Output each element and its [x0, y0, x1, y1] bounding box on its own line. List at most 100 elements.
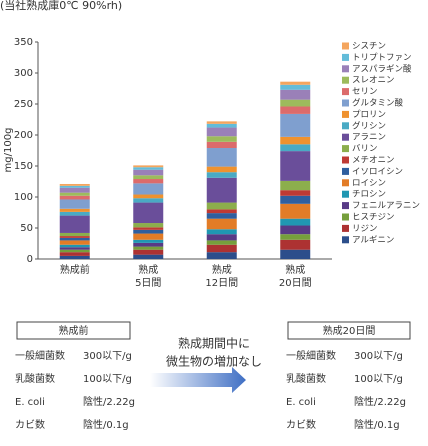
row-label: E. coli	[15, 397, 45, 408]
bar-segment	[206, 136, 237, 142]
bar-segment	[133, 249, 164, 255]
legend-label: トリプトファン	[352, 53, 412, 63]
bar-segment	[280, 106, 311, 114]
y-tick-label: 50	[20, 223, 33, 234]
legend-label: ヒスチジン	[352, 213, 395, 223]
bar-segment	[206, 123, 237, 128]
bar-segment	[280, 218, 311, 226]
bar-segment	[206, 252, 237, 259]
bar-segment	[280, 81, 311, 85]
bar-segment	[59, 192, 90, 196]
legend-swatch	[342, 145, 349, 153]
bar-segment	[59, 215, 90, 233]
bar-segment	[133, 233, 164, 240]
x-tick-label: 熟成 20日間	[279, 263, 312, 289]
legend-label: ロイシン	[352, 178, 386, 188]
bar-segment	[59, 232, 90, 237]
bar-segment	[280, 234, 311, 240]
chart-title: (当社熟成庫0℃ 90%rh)	[0, 0, 122, 12]
bar-segment	[59, 247, 90, 250]
bar-segment	[280, 99, 311, 107]
row-label: 乳酸菌数	[286, 372, 326, 385]
legend-label: アルギニン	[352, 235, 394, 245]
legend-label: チロシン	[352, 190, 386, 200]
legend-label: プロリン	[352, 110, 386, 120]
bar-segment	[280, 89, 311, 100]
y-tick-label: 300	[14, 68, 33, 79]
bar-segment	[280, 225, 311, 235]
bar-segment	[59, 236, 90, 238]
bar-segment	[59, 252, 90, 256]
table-title: 熟成20日間	[323, 324, 376, 337]
bar-segment	[206, 166, 237, 173]
bar-segment	[133, 179, 164, 184]
legend-swatch	[342, 110, 349, 118]
note-text: 微生物の増加なし	[166, 355, 262, 369]
legend-label: フェニルアラニン	[352, 201, 420, 211]
y-tick-label: 200	[14, 130, 33, 141]
legend-swatch	[342, 65, 349, 73]
bar-segment	[206, 127, 237, 137]
legend-swatch	[342, 236, 349, 244]
bar-segment	[206, 234, 237, 241]
bar-segment	[206, 229, 237, 235]
row-value: 100以下/g	[83, 374, 132, 385]
bar-segment	[59, 199, 90, 209]
legend-swatch	[342, 156, 349, 164]
legend-label: グリシン	[352, 120, 386, 131]
bar-segment	[280, 190, 311, 196]
bar-segment	[59, 183, 90, 186]
row-label: カビ数	[15, 418, 45, 431]
legend-swatch	[342, 224, 349, 232]
bar-segment	[280, 84, 311, 90]
row-value: 陰性/0.1g	[354, 418, 400, 431]
legend-label: アラニン	[352, 133, 386, 143]
legend-swatch	[342, 122, 349, 130]
bar-segment	[133, 246, 164, 250]
arrow	[150, 367, 246, 393]
legend-swatch	[342, 167, 349, 175]
bar-segment	[206, 209, 237, 214]
bar-segment	[280, 195, 311, 204]
bar-segment	[206, 244, 237, 253]
bar-segment	[280, 239, 311, 250]
bar-segment	[133, 229, 164, 234]
bar-segment	[59, 244, 90, 248]
bar-segment	[133, 239, 164, 243]
bar-segment	[206, 148, 237, 167]
table-header-box	[16, 321, 131, 340]
bar-segment	[59, 185, 90, 188]
bar-segment	[59, 211, 90, 216]
bar-segment	[280, 249, 311, 259]
y-tick-label: 350	[14, 37, 33, 48]
legend-swatch	[342, 133, 349, 141]
row-value: 陰性/2.22g	[83, 395, 135, 408]
bar-segment	[280, 113, 311, 137]
y-tick-label: 150	[14, 161, 33, 172]
bar-segment	[206, 218, 237, 230]
bar-segment	[59, 208, 90, 212]
legend-label: イソロイシン	[352, 167, 403, 177]
legend-swatch	[342, 179, 349, 187]
row-value: 300以下/g	[83, 351, 132, 362]
y-tick-label: 100	[14, 192, 33, 203]
bar-segment	[133, 165, 164, 168]
x-tick-label: 熟成前	[60, 263, 90, 276]
legend-swatch	[342, 53, 349, 61]
bar-segment	[206, 213, 237, 219]
bar-segment	[280, 136, 311, 145]
bar-segment	[133, 254, 164, 259]
bar-segment	[133, 242, 164, 247]
bar-segment	[133, 202, 164, 224]
row-label: 一般細菌数	[286, 349, 336, 362]
x-tick-label: 熟成 12日間	[205, 263, 238, 289]
row-label: E. coli	[286, 397, 316, 408]
table-header-box	[287, 321, 411, 340]
row-label: 一般細菌数	[15, 349, 65, 362]
row-label: カビ数	[286, 418, 316, 431]
legend-label: メチオニン	[352, 156, 395, 166]
bar-segment	[206, 202, 237, 210]
row-value: 100以下/g	[354, 374, 403, 385]
legend-swatch	[342, 99, 349, 107]
